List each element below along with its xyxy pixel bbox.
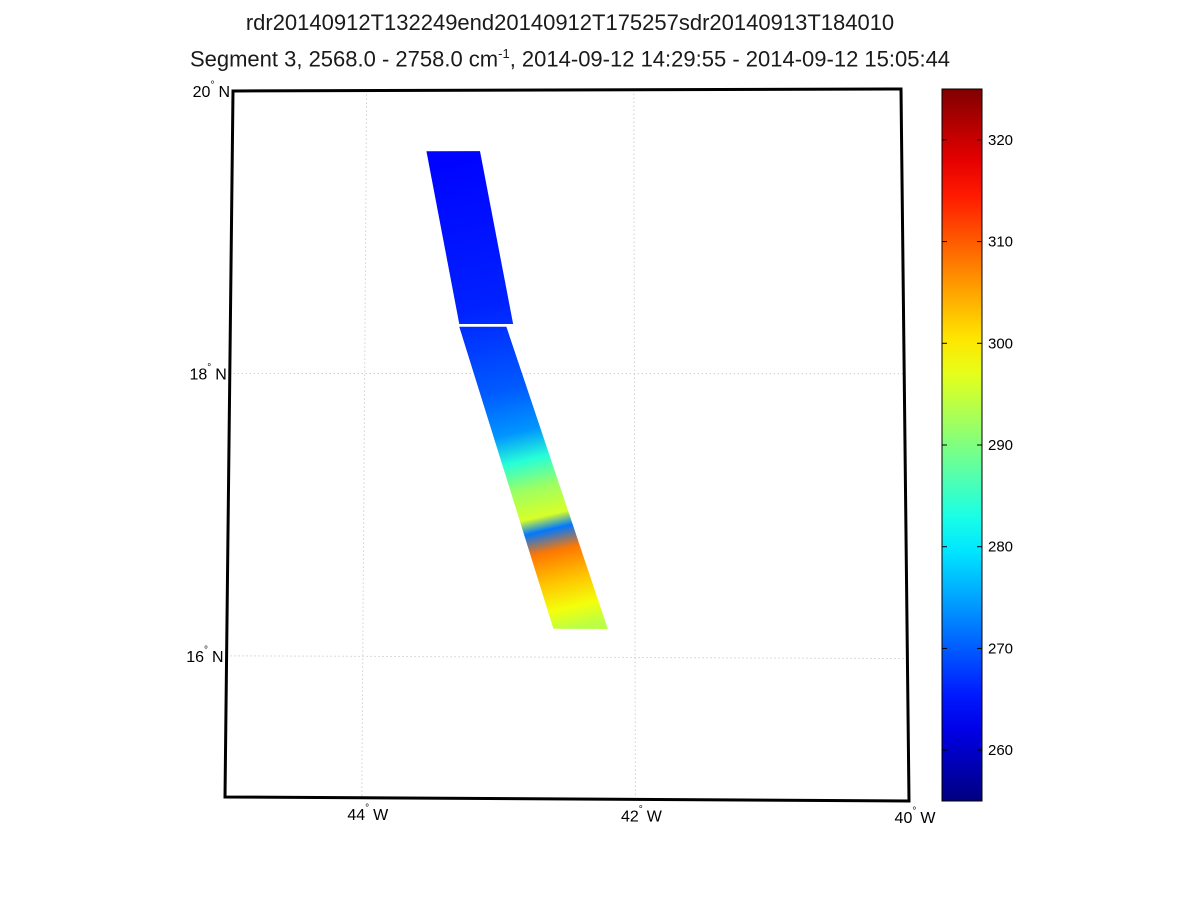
grid-line-lon xyxy=(361,90,368,798)
grid-line-lat xyxy=(226,655,908,660)
x-tick-label: 44° W xyxy=(347,803,389,824)
x-tick-label: 40° W xyxy=(895,806,937,827)
subtitle-suffix: , 2014-09-12 14:29:55 - 2014-09-12 15:05… xyxy=(509,46,951,72)
subtitle-superscript: -1 xyxy=(498,46,510,61)
colorbar-tick-label: 320 xyxy=(988,132,1013,149)
y-tick-label: 16° N xyxy=(186,645,223,666)
colorbar-tick-label: 270 xyxy=(988,640,1013,657)
map-border xyxy=(223,87,911,803)
grid-lines xyxy=(226,88,910,802)
colorbar-gradient xyxy=(941,88,983,802)
y-tick-labels: 20° N 18° N 16° N xyxy=(186,80,230,666)
x-tick-label: 42° W xyxy=(621,804,663,825)
map-frame xyxy=(223,87,911,803)
colorbar-tick-label: 280 xyxy=(988,539,1013,556)
x-tick-labels: 44° W 42° W 40° W xyxy=(347,803,936,827)
colorbar-tick-label: 300 xyxy=(988,335,1013,352)
chart-title: rdr20140912T132249end20140912T175257sdr2… xyxy=(245,10,895,35)
colorbar: 260 270 280 290 300 310 320 xyxy=(941,88,1013,802)
grid-line-lon xyxy=(633,89,636,800)
y-tick-label: 18° N xyxy=(189,362,226,383)
subtitle-prefix: Segment 3, 2568.0 - 2758.0 cm xyxy=(189,46,499,72)
chart-subtitle: Segment 3, 2568.0 - 2758.0 cm-1, 2014-09… xyxy=(0,46,1140,72)
y-tick-label: 20° N xyxy=(193,80,230,101)
colorbar-tick-label: 310 xyxy=(988,234,1013,251)
colorbar-tick-label: 260 xyxy=(988,742,1013,759)
colorbar-tick-label: 290 xyxy=(988,437,1013,454)
swath-segment-2 xyxy=(459,326,608,629)
swath-segment-1 xyxy=(426,151,514,324)
satellite-swath xyxy=(426,151,608,629)
